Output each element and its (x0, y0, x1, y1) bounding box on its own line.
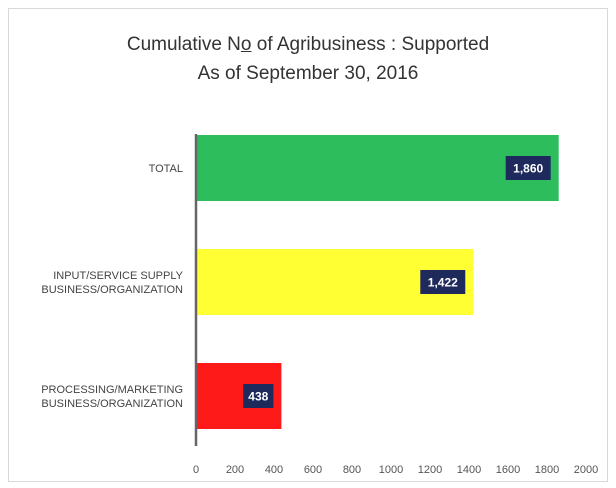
bar (196, 135, 559, 201)
x-tick-label: 600 (304, 464, 322, 476)
chart-subtitle: As of September 30, 2016 (197, 63, 419, 84)
x-tick-label: 1600 (496, 464, 520, 476)
data-label-box (420, 270, 466, 294)
x-tick-label: 1200 (418, 464, 442, 476)
chart-title-block: Cumulative No of Agribusiness : Supporte… (0, 30, 616, 88)
category-label: INPUT/SERVICE SUPPLY (53, 270, 183, 282)
x-tick-label: 2000 (574, 464, 598, 476)
data-label: 1,422 (428, 276, 458, 290)
category-label: TOTAL (149, 163, 183, 175)
category-label: BUSINESS/ORGANIZATION (41, 398, 183, 410)
category-label: PROCESSING/MARKETING (41, 384, 183, 396)
x-tick-label: 0 (193, 464, 199, 476)
x-tick-label: 1800 (535, 464, 559, 476)
x-tick-label: 200 (226, 464, 244, 476)
data-label-box (243, 384, 274, 408)
chart-title: Cumulative No of Agribusiness : Supporte… (126, 34, 490, 55)
chart-frame (8, 8, 608, 482)
data-label: 438 (248, 390, 268, 404)
data-label-box (505, 156, 551, 180)
x-tick-label: 800 (343, 464, 361, 476)
x-tick-label: 1000 (379, 464, 403, 476)
category-label: BUSINESS/ORGANIZATION (41, 284, 183, 296)
x-tick-label: 400 (265, 464, 283, 476)
data-label: 1,860 (513, 162, 543, 176)
x-tick-label: 1400 (457, 464, 481, 476)
